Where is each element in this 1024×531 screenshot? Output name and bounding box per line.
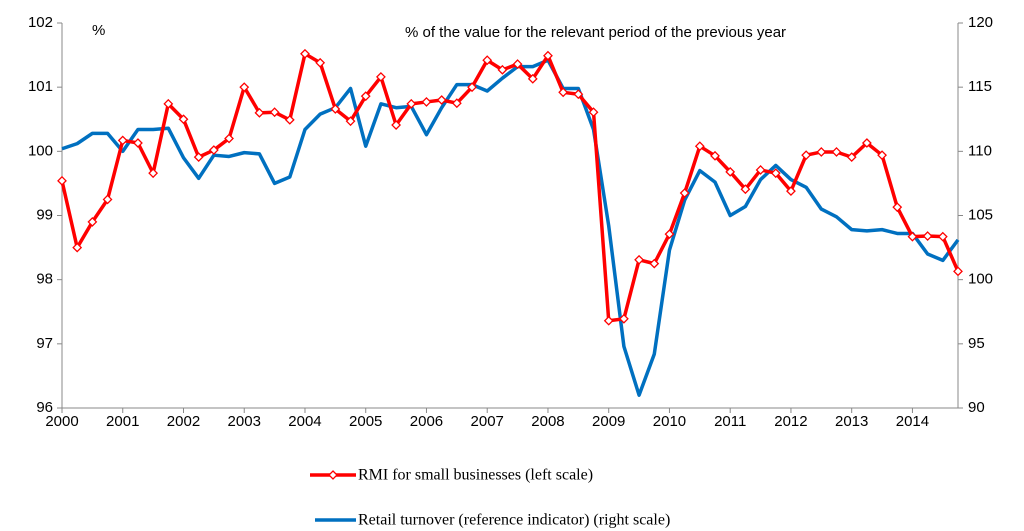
marker — [907, 231, 918, 242]
marker — [679, 188, 690, 198]
marker — [391, 120, 402, 130]
x-tick-label: 2007 — [471, 413, 504, 430]
marker — [831, 147, 842, 157]
y2-tick-label: 110 — [968, 142, 992, 159]
x-tick-label: 2011 — [714, 413, 746, 430]
marker — [345, 116, 356, 127]
y2-tick-label: 120 — [968, 14, 993, 31]
marker — [406, 98, 417, 109]
marker — [284, 114, 295, 125]
marker — [725, 166, 736, 177]
marker — [694, 141, 705, 152]
marker — [512, 59, 523, 69]
marker — [117, 135, 128, 146]
marker — [877, 150, 887, 161]
x-tick-label: 2003 — [228, 413, 261, 430]
legend-label: Retail turnover (reference indicator) (r… — [358, 512, 670, 529]
marker — [816, 147, 827, 157]
y2-tick-label: 95 — [968, 335, 985, 352]
marker — [846, 152, 857, 163]
series-line — [60, 52, 960, 323]
marker — [664, 229, 675, 240]
y-tick-label: 96 — [36, 399, 53, 416]
marker — [163, 98, 174, 109]
marker — [649, 258, 660, 269]
y2-tick-label: 90 — [968, 399, 985, 416]
x-tick-label: 2014 — [896, 413, 929, 430]
marker — [467, 82, 477, 93]
legend-marker — [328, 470, 338, 480]
x-tick-label: 2008 — [531, 413, 564, 430]
marker — [375, 71, 386, 82]
y-axis-unit: % — [92, 22, 105, 39]
x-tick-label: 2001 — [106, 413, 139, 430]
x-tick-label: 2002 — [167, 413, 200, 430]
marker — [892, 202, 903, 213]
x-tick-label: 2012 — [774, 413, 807, 430]
marker — [224, 133, 234, 144]
marker — [300, 48, 310, 59]
marker — [269, 107, 280, 118]
y2-tick-label: 105 — [968, 206, 993, 223]
y2-tick-label: 115 — [968, 78, 992, 95]
marker — [922, 231, 933, 241]
marker — [588, 107, 599, 118]
marker — [178, 114, 189, 125]
marker — [755, 165, 766, 175]
marker — [710, 150, 720, 161]
marker — [603, 315, 614, 326]
marker — [148, 168, 159, 179]
marker — [786, 186, 796, 197]
marker — [861, 138, 872, 148]
marker — [543, 50, 553, 61]
marker — [315, 57, 326, 68]
marker — [239, 82, 250, 93]
x-tick-label: 2013 — [835, 413, 868, 430]
series-line — [61, 58, 960, 397]
marker — [618, 313, 629, 324]
x-tick-label: 2009 — [592, 413, 625, 430]
marker — [634, 254, 645, 265]
marker — [87, 216, 98, 227]
marker — [573, 89, 584, 100]
marker — [421, 97, 432, 107]
marker — [208, 145, 219, 155]
marker — [558, 87, 569, 98]
marker — [72, 242, 83, 253]
x-tick-label: 2010 — [653, 413, 686, 430]
y2-tick-label: 100 — [968, 271, 993, 288]
marker — [527, 73, 538, 84]
marker — [193, 152, 204, 163]
annotation: % of the value for the relevant period o… — [405, 24, 786, 41]
marker — [451, 98, 462, 109]
marker — [133, 138, 143, 148]
marker — [360, 91, 371, 102]
marker — [497, 64, 508, 75]
marker — [482, 55, 493, 66]
y-tick-label: 99 — [36, 206, 53, 223]
marker — [254, 107, 265, 118]
marker — [102, 194, 113, 205]
legend-label: RMI for small businesses (left scale) — [358, 467, 593, 484]
x-tick-label: 2006 — [410, 413, 443, 430]
marker — [953, 266, 963, 277]
marker — [937, 231, 948, 242]
x-tick-label: 2004 — [288, 413, 321, 430]
x-tick-label: 2005 — [349, 413, 382, 430]
y-tick-label: 98 — [36, 271, 53, 288]
marker — [57, 175, 67, 186]
marker — [740, 184, 751, 195]
x-tick-label: 2000 — [45, 413, 78, 430]
y-tick-label: 97 — [36, 335, 53, 352]
marker — [770, 168, 781, 179]
y-tick-label: 100 — [28, 142, 53, 159]
y-tick-label: 102 — [28, 14, 53, 31]
marker — [436, 95, 447, 105]
marker — [801, 150, 812, 161]
y-tick-label: 101 — [28, 78, 53, 95]
marker — [330, 104, 341, 114]
